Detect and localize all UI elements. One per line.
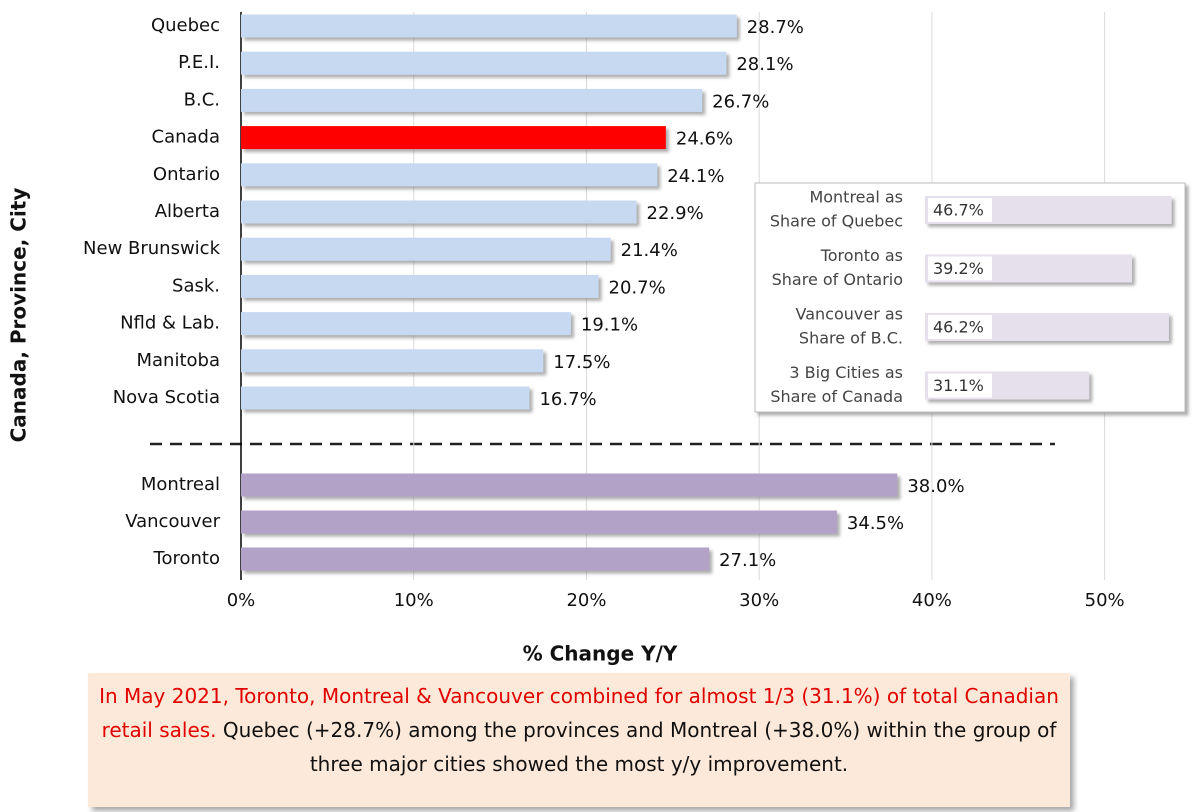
y-tick-label: Vancouver [125, 511, 220, 532]
y-axis-title: Canada, Province, City [7, 188, 31, 443]
bar [241, 510, 837, 534]
y-tick-label: Alberta [155, 201, 220, 222]
inset-category: Toronto as [820, 246, 903, 265]
value-label: 28.1% [736, 54, 793, 75]
x-tick-label: 10% [394, 590, 434, 611]
bar [241, 386, 530, 410]
y-tick-label: Quebec [151, 15, 220, 36]
value-label: 22.9% [647, 203, 704, 224]
value-label: 24.1% [667, 166, 724, 187]
inset-value-label: 46.7% [933, 201, 984, 220]
x-axis-title: % Change Y/Y [523, 642, 678, 666]
inset-category: Montreal as [809, 188, 903, 207]
x-tick-label: 30% [739, 590, 779, 611]
bar [241, 163, 658, 187]
y-tick-label: Manitoba [137, 350, 221, 371]
x-tick-label: 0% [227, 590, 256, 611]
footnote: In May 2021, Toronto, Montreal & Vancouv… [88, 673, 1070, 807]
bar [241, 237, 611, 261]
value-label: 34.5% [847, 513, 904, 534]
y-tick-label: P.E.I. [178, 52, 220, 73]
note-text: Quebec (+28.7%) among the provinces and … [222, 718, 1057, 776]
inset-category: Share of Canada [770, 387, 903, 406]
value-label: 19.1% [581, 315, 638, 336]
x-tick-label: 40% [912, 590, 952, 611]
bar [241, 312, 571, 336]
inset-category: Share of B.C. [799, 329, 903, 348]
value-label: 17.5% [553, 352, 610, 373]
bar [241, 200, 637, 224]
bar [241, 88, 703, 112]
value-label: 20.7% [609, 277, 666, 298]
inset-label-box [928, 198, 992, 222]
bar [241, 274, 599, 298]
y-tick-label: Nova Scotia [113, 387, 220, 408]
value-label: 21.4% [621, 240, 678, 261]
inset-label-box [928, 373, 992, 398]
inset-label-box [928, 315, 992, 339]
inset-category: 3 Big Cities as [789, 363, 903, 382]
inset-category: Share of Ontario [772, 270, 903, 289]
y-tick-label: Sask. [172, 275, 220, 296]
y-tick-label: Nfld & Lab. [120, 313, 220, 334]
y-tick-label: Montreal [141, 474, 220, 495]
inset-category: Share of Quebec [770, 212, 903, 231]
inset-value-label: 46.2% [933, 318, 984, 337]
x-tick-label: 50% [1085, 590, 1125, 611]
y-tick-label: B.C. [184, 89, 220, 110]
value-label: 27.1% [719, 550, 776, 571]
x-tick-label: 20% [566, 590, 606, 611]
bar [241, 473, 898, 497]
bar [241, 126, 666, 150]
value-label: 16.7% [539, 389, 596, 410]
inset-value-label: 39.2% [933, 259, 984, 278]
y-tick-label: Toronto [153, 548, 220, 569]
bar [241, 349, 544, 373]
value-label: 38.0% [907, 476, 964, 497]
bar [241, 547, 710, 571]
inset-label-box [928, 256, 992, 281]
y-tick-label: New Brunswick [83, 238, 221, 259]
inset-category: Vancouver as [796, 305, 904, 324]
value-label: 26.7% [712, 91, 769, 112]
inset-value-label: 31.1% [933, 376, 984, 395]
y-tick-label: Ontario [153, 164, 220, 185]
value-label: 24.6% [676, 129, 733, 150]
note-highlight: In May 2021, Toronto, Montreal & Vancouv… [99, 684, 1059, 742]
y-tick-label: Canada [152, 127, 221, 148]
bar [241, 51, 727, 75]
value-label: 28.7% [747, 17, 804, 38]
bar [241, 14, 737, 38]
